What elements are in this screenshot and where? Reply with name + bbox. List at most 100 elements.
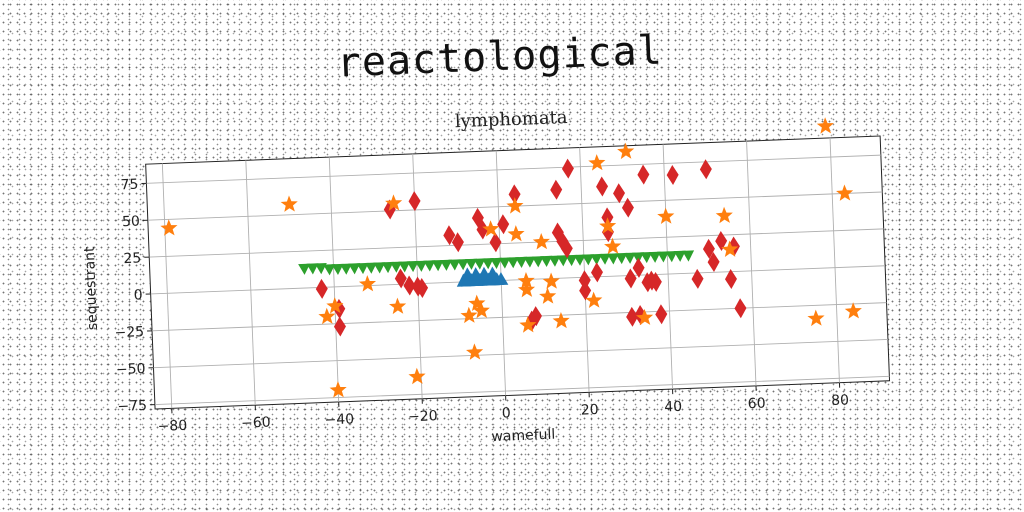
diamond-marker <box>691 268 704 289</box>
diamond-marker <box>591 262 603 283</box>
diamond-marker <box>315 278 328 299</box>
triangle-down-marker <box>573 254 586 266</box>
diamond-marker <box>408 191 421 212</box>
diamond-marker <box>411 276 424 297</box>
triangle-down-marker <box>540 255 553 268</box>
diamond-marker <box>333 316 346 337</box>
triangle-down-marker <box>440 259 453 271</box>
triangle-down-marker <box>673 250 686 262</box>
triangle-down-marker <box>381 261 394 274</box>
triangle-down-marker <box>632 252 645 264</box>
y-tick-label: 0 <box>133 287 143 303</box>
x-tick-label: −80 <box>157 418 187 435</box>
triangle-down-marker <box>623 252 636 264</box>
triangle-up-marker <box>485 266 500 280</box>
y-tick-label: 50 <box>122 214 140 231</box>
y-gridline <box>146 154 881 184</box>
triangle-down-marker <box>682 250 695 262</box>
y-tick-label: −25 <box>114 324 144 341</box>
diamond-marker <box>724 269 737 290</box>
x-gridline <box>579 147 590 393</box>
triangle-down-marker <box>373 262 386 274</box>
triangle-down-marker <box>348 263 361 275</box>
triangle-down-marker <box>473 258 486 270</box>
diamond-marker <box>699 159 712 180</box>
diamond-marker <box>508 184 521 205</box>
triangle-down-marker <box>364 262 377 274</box>
diamond-marker <box>579 280 592 301</box>
diamond-marker <box>621 197 634 218</box>
triangle-up-marker <box>494 272 509 286</box>
x-tick-label: 40 <box>664 399 682 416</box>
diamond-marker <box>734 298 747 319</box>
star-marker <box>617 142 635 160</box>
star-marker <box>539 287 557 304</box>
grid-layer <box>146 137 890 409</box>
triangle-down-marker <box>640 251 653 264</box>
diamond-marker <box>529 306 542 327</box>
y-gridline <box>154 375 890 406</box>
diamond-marker <box>649 271 662 292</box>
star-marker <box>326 297 344 314</box>
star-marker <box>542 272 560 289</box>
triangle-down-marker <box>456 259 469 271</box>
diamond-marker <box>394 268 407 289</box>
plot-group: −80 −60 −40 −20 0 20 40 60 80 −75 −50 −25 0 25 50 75 ly… <box>82 107 891 445</box>
diamond-marker <box>715 231 728 252</box>
star-marker <box>636 308 654 326</box>
diamond-marker <box>403 275 416 296</box>
triangle-down-marker <box>448 259 461 271</box>
star-marker <box>482 220 500 237</box>
x-gridline <box>245 160 256 406</box>
diamond-marker <box>451 232 464 253</box>
triangle-down-marker <box>298 263 311 275</box>
diamond-marker <box>525 310 538 331</box>
series-layer <box>160 117 862 398</box>
triangle-down-marker <box>306 263 319 275</box>
y-gridline <box>149 228 884 258</box>
diamond-marker <box>632 257 645 278</box>
y-gridline <box>152 302 887 332</box>
star-marker <box>585 291 603 309</box>
star-marker <box>517 272 535 289</box>
x-tick-label: 20 <box>581 402 599 419</box>
triangle-down-marker <box>665 250 678 263</box>
triangle-down-marker <box>423 260 436 272</box>
triangle-down-marker <box>398 261 411 273</box>
diamond-marker <box>702 238 715 259</box>
triangle-down-marker <box>648 251 661 263</box>
y-gridline <box>153 339 888 369</box>
star-marker <box>358 275 377 292</box>
triangle-down-marker <box>415 260 428 272</box>
diamond-marker <box>626 306 639 327</box>
star-marker <box>160 219 178 236</box>
y-gridline <box>150 265 886 295</box>
plot-frame <box>145 135 891 410</box>
diamond-marker <box>666 164 679 185</box>
y-tick-label: −50 <box>116 361 146 378</box>
x-gridline <box>161 163 173 409</box>
x-gridline <box>662 144 673 390</box>
triangle-down-marker <box>531 256 544 268</box>
diamond-marker <box>497 214 510 235</box>
x-axis-label: wamefull <box>491 427 555 445</box>
star-marker <box>715 206 733 224</box>
triangle-down-marker <box>556 255 569 267</box>
y-axis-label: sequestrant <box>82 246 101 331</box>
triangle-down-marker <box>548 255 561 267</box>
star-marker <box>836 184 854 201</box>
triangle-down-marker <box>565 254 578 267</box>
triangle-down-marker <box>356 262 369 275</box>
x-tick-label: −60 <box>241 415 271 432</box>
triangle-down-marker <box>339 263 352 275</box>
triangle-down-marker <box>314 262 327 275</box>
triangle-down-marker <box>406 260 419 273</box>
chart-title: lymphomata <box>455 107 569 132</box>
triangle-down-marker <box>581 254 594 266</box>
triangle-down-marker <box>606 253 619 265</box>
diamond-marker <box>550 179 563 200</box>
triangle-down-marker <box>506 257 519 269</box>
x-tick-label: −20 <box>408 408 438 425</box>
triangle-down-marker <box>389 261 402 273</box>
